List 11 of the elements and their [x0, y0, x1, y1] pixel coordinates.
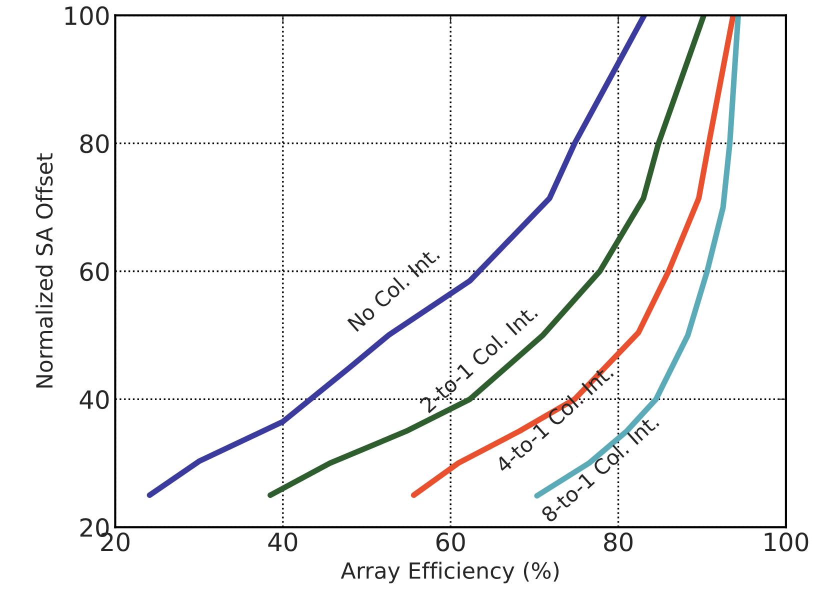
text: No Col. Int. — [346, 246, 440, 332]
y-tick-label: 60 — [80, 262, 109, 282]
y-tick-label: 40 — [80, 390, 109, 410]
y-axis-title: Normalized SA Offset — [36, 153, 53, 388]
x-tick-label: 60 — [436, 532, 465, 552]
x-tick-label: 40 — [268, 532, 298, 552]
x-tick-label: 100 — [764, 532, 808, 552]
x-axis-title: Array Efficiency (%) — [340, 562, 559, 584]
y-tick-label: 100 — [65, 6, 109, 26]
y-tick-label: 80 — [80, 134, 109, 154]
x-tick-label: 80 — [604, 532, 633, 552]
